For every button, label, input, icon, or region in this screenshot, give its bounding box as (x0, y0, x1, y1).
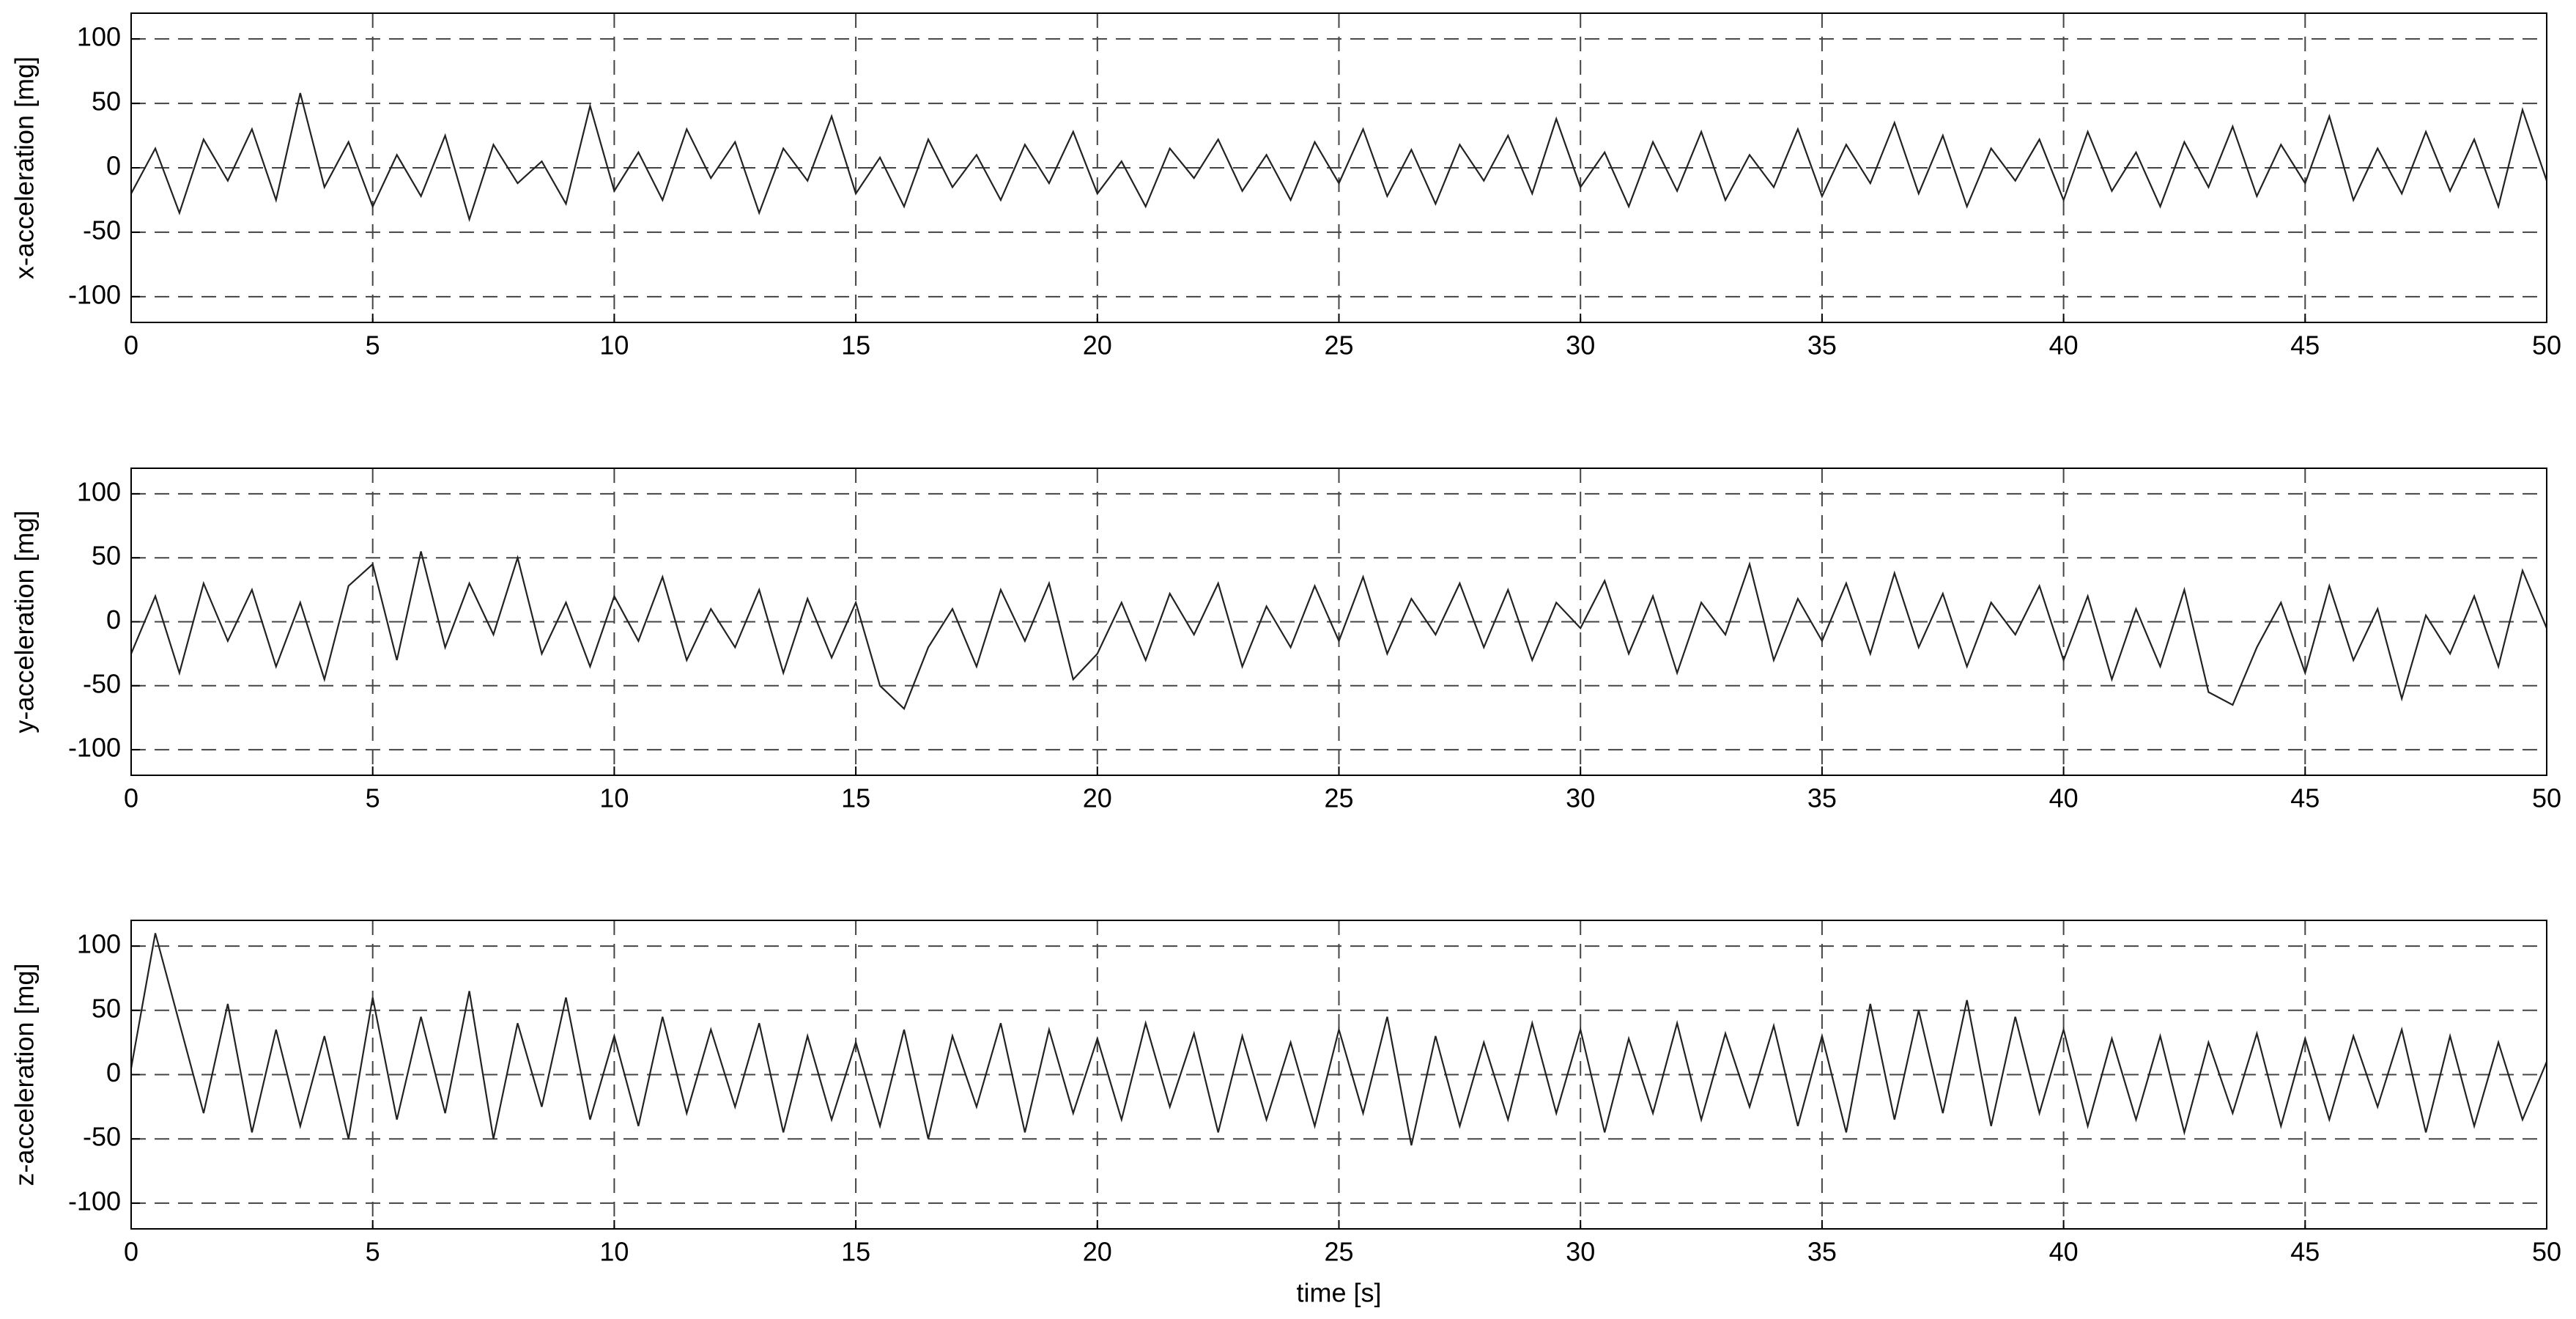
y-axis-label: z-acceleration [mg] (10, 963, 40, 1186)
x-tick-label: 5 (366, 330, 380, 361)
x-tick-label: 35 (1807, 330, 1837, 361)
y-tick-label: 100 (77, 22, 121, 52)
y-axis-label: x-acceleration [mg] (10, 56, 40, 279)
x-tick-label: 15 (841, 330, 870, 361)
x-tick-label: 10 (599, 330, 629, 361)
x-tick-label: 45 (2290, 783, 2320, 813)
x-tick-label: 35 (1807, 783, 1837, 813)
y-tick-label: -100 (68, 279, 121, 309)
x-tick-label: 15 (841, 783, 870, 813)
x-tick-label: 45 (2290, 1237, 2320, 1267)
axes-frame (130, 920, 2547, 1230)
x-tick-label: 25 (1324, 330, 1353, 361)
x-tick-label: 30 (1566, 783, 1595, 813)
x-tick-label: 25 (1324, 783, 1353, 813)
y-tick-label: -50 (83, 215, 121, 245)
y-tick-label: 100 (77, 929, 121, 959)
x-tick-label: 5 (366, 783, 380, 813)
y-tick-label: -50 (83, 668, 121, 698)
x-axis-label: time [s] (1296, 1278, 1381, 1308)
x-tick-label: 20 (1083, 1237, 1112, 1267)
y-tick-label: 50 (92, 993, 121, 1023)
axes-frame (130, 468, 2547, 776)
y-tick-label: 100 (77, 476, 121, 506)
x-tick-label: 30 (1566, 1237, 1595, 1267)
x-tick-label: 30 (1566, 330, 1595, 361)
x-tick-label: 45 (2290, 330, 2320, 361)
x-tick-label: 25 (1324, 1237, 1353, 1267)
x-tick-label: 5 (366, 1237, 380, 1267)
x-tick-label: 50 (2532, 330, 2561, 361)
data-line (130, 933, 2548, 1146)
x-tick-label: 10 (599, 1237, 629, 1267)
x-tick-label: 35 (1807, 1237, 1837, 1267)
y-tick-label: -50 (83, 1122, 121, 1152)
y-tick-label: 0 (106, 151, 121, 181)
x-tick-label: 0 (124, 330, 138, 361)
x-tick-label: 0 (124, 1237, 138, 1267)
axes-frame (130, 12, 2547, 323)
x-tick-label: 10 (599, 783, 629, 813)
x-tick-label: 15 (841, 1237, 870, 1267)
y-tick-label: 50 (92, 541, 121, 571)
y-tick-label: 0 (106, 1057, 121, 1087)
y-tick-label: 50 (92, 86, 121, 117)
y-axis-label: y-acceleration [mg] (10, 510, 40, 733)
x-tick-label: 50 (2532, 783, 2561, 813)
y-tick-label: 0 (106, 605, 121, 635)
data-line (130, 92, 2548, 223)
x-tick-label: 40 (2049, 783, 2079, 813)
y-tick-label: -100 (68, 1186, 121, 1216)
x-tick-label: 50 (2532, 1237, 2561, 1267)
x-tick-label: 40 (2049, 1237, 2079, 1267)
x-tick-label: 40 (2049, 330, 2079, 361)
x-tick-label: 20 (1083, 330, 1112, 361)
x-tick-label: 0 (124, 783, 138, 813)
y-tick-label: -100 (68, 733, 121, 763)
x-tick-label: 20 (1083, 783, 1112, 813)
data-line (130, 551, 2548, 711)
